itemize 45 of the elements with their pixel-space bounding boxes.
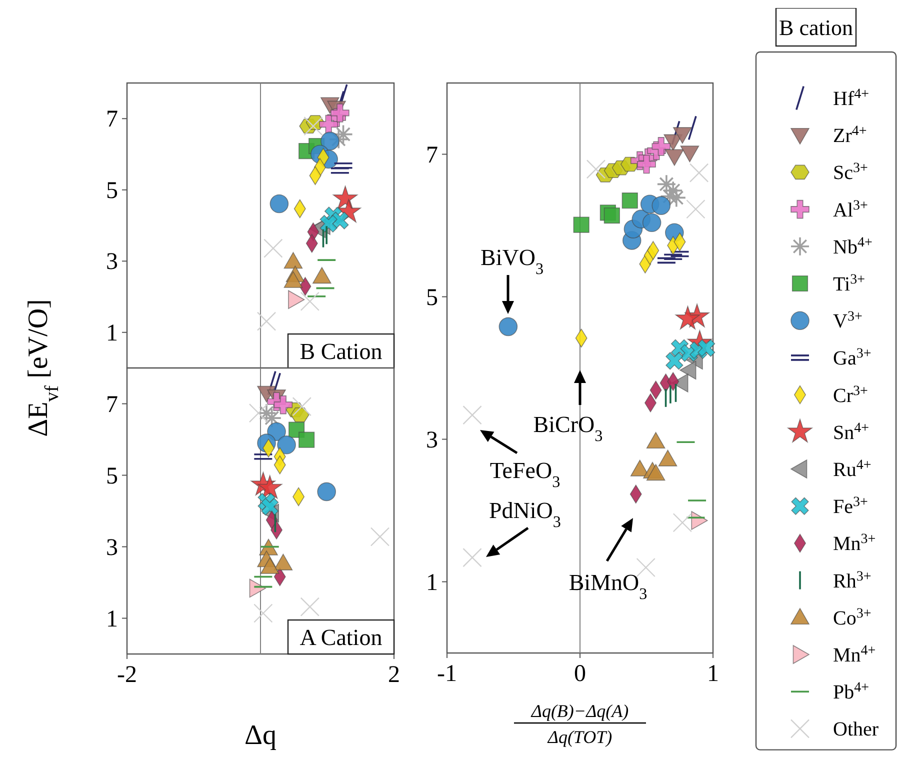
y-tick-label: 7 <box>106 106 118 133</box>
y-tick-label: 1 <box>106 606 118 632</box>
x-tick-label: -1 <box>437 661 457 687</box>
x-axis-title: Δq <box>244 720 277 751</box>
y-tick-label: 5 <box>106 178 118 204</box>
legend-label: Mn$^{3+}$ <box>833 532 876 556</box>
legend-label: Ti$^{3+}$ <box>833 272 866 296</box>
y-tick-label: 3 <box>106 534 118 561</box>
annotation: A Cation <box>300 625 383 650</box>
annotation: PdNiO$_{3}$ <box>489 498 561 530</box>
legend-label: Fe$^{3+}$ <box>833 494 868 518</box>
legend-label: Hf$^{4+}$ <box>833 86 870 110</box>
y-tick-label: 7 <box>426 142 438 168</box>
x-tick-label: -2 <box>117 662 137 688</box>
legend-label: Co$^{3+}$ <box>833 606 872 630</box>
x-axis-title: Δq(B)−Δq(A) Δq(TOT) <box>530 701 629 747</box>
x-tick-label: 0 <box>574 661 586 687</box>
legend-label: Ru$^{4+}$ <box>833 458 872 481</box>
annotation: BiCrO$_{3}$ <box>533 412 603 444</box>
y-tick-label: 3 <box>426 427 438 454</box>
y-tick-label: 1 <box>106 320 118 346</box>
legend-label: Nb$^{4+}$ <box>833 234 872 258</box>
y-tick-label: 3 <box>106 249 118 276</box>
legend-label: Rh$^{3+}$ <box>833 568 872 592</box>
legend-label: Al$^{3+}$ <box>833 198 868 222</box>
annotation: BiVO$_{3}$ <box>480 245 544 278</box>
x-tick-label: 2 <box>388 662 400 688</box>
legend-title: B cation <box>779 15 853 40</box>
legend-label: Sn$^{4+}$ <box>833 420 870 444</box>
y-tick-label: 5 <box>106 463 118 490</box>
legend-label: V$^{3+}$ <box>833 309 862 333</box>
legend-label: Zr$^{4+}$ <box>833 124 867 148</box>
y-tick-label: 5 <box>426 284 438 311</box>
x-tick-label: 1 <box>707 661 719 687</box>
legend-label: Pb$^{4+}$ <box>833 680 870 704</box>
annotation: TeFeO$_{3}$ <box>490 458 560 490</box>
legend-label: Sc$^{3+}$ <box>833 160 868 184</box>
y-tick-label: 7 <box>106 392 118 418</box>
y-tick-label: 1 <box>426 570 438 596</box>
annotation: BiMnO$_{3}$ <box>568 570 648 602</box>
legend-label: Cr$^{3+}$ <box>833 383 868 407</box>
legend-label: Other <box>833 718 879 741</box>
annotation: B Cation <box>300 339 383 364</box>
legend-label: Mn$^{4+}$ <box>833 643 876 666</box>
legend-label: Ga$^{3+}$ <box>833 346 872 370</box>
